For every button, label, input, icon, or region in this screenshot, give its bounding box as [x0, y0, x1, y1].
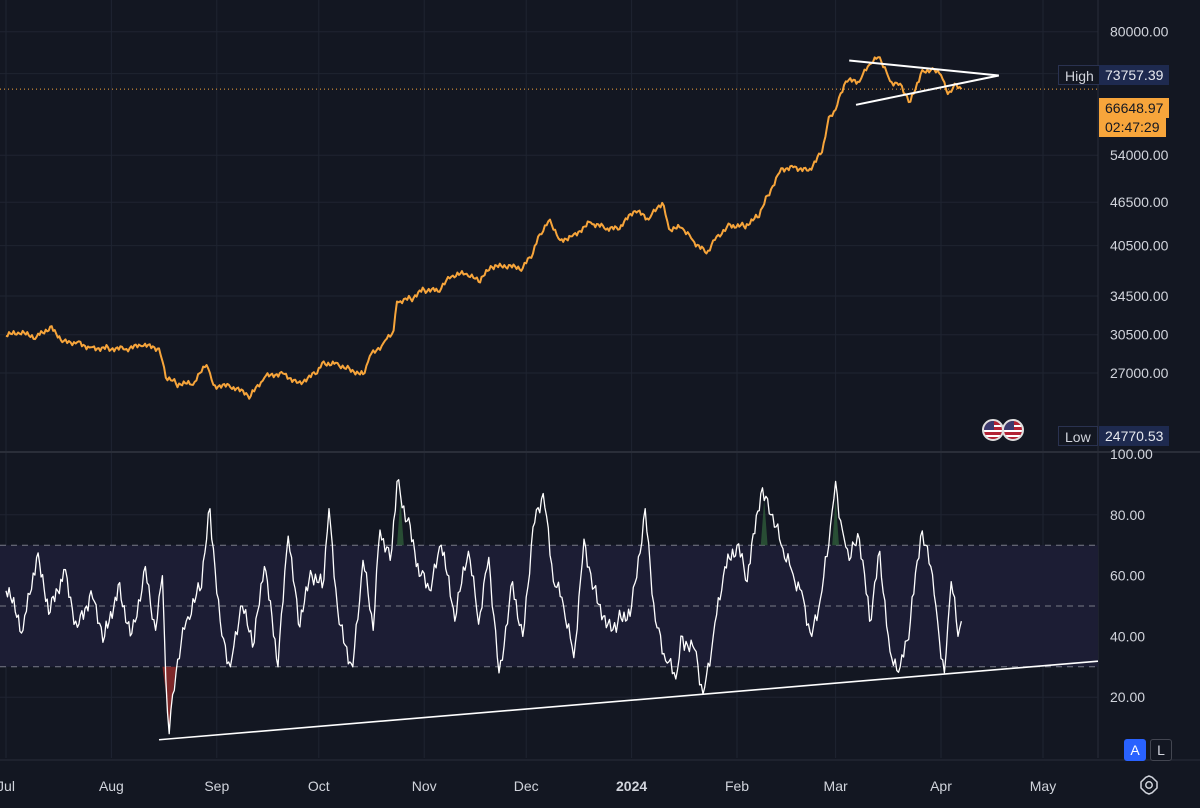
price-tick-label: 40500.00: [1110, 238, 1169, 254]
time-axis[interactable]: Jul Aug Sep Oct Nov Dec 2024 Feb Mar Apr May: [0, 778, 1056, 794]
rsi-trendline[interactable]: [158, 660, 1099, 741]
time-tick-label: Oct: [308, 778, 330, 794]
rsi-tick-label: 40.00: [1110, 628, 1145, 644]
countdown-value: 02:47:29: [1099, 117, 1166, 137]
price-tick-label: 30500.00: [1110, 327, 1169, 343]
high-label: High: [1058, 65, 1101, 85]
price-tick-label: 34500.00: [1110, 288, 1169, 304]
time-tick-label: Sep: [204, 778, 229, 794]
time-tick-label: Jul: [0, 778, 15, 794]
rsi-axis[interactable]: 100.00 80.00 60.00 40.00 20.00: [1110, 446, 1153, 705]
price-tick-label: 46500.00: [1110, 194, 1169, 210]
log-scale-button[interactable]: L: [1150, 739, 1172, 761]
auto-scale-button[interactable]: A: [1124, 739, 1146, 761]
overbought-fill: [760, 499, 768, 546]
rsi-tick-label: 60.00: [1110, 568, 1145, 584]
high-value: 73757.39: [1099, 65, 1170, 85]
price-trendline[interactable]: [855, 74, 1000, 106]
gear-icon[interactable]: [1138, 774, 1160, 796]
time-tick-label: Dec: [514, 778, 539, 794]
trendlines: [158, 59, 1099, 741]
time-tick-label: Aug: [99, 778, 124, 794]
price-trendline[interactable]: [849, 59, 999, 77]
time-tick-label: Apr: [930, 778, 952, 794]
overbought-fill: [832, 499, 839, 546]
time-tick-label: Nov: [412, 778, 437, 794]
rsi-tick-label: 100.00: [1110, 446, 1153, 462]
rsi-band-area: [0, 544, 1098, 668]
price-tick-label: 54000.00: [1110, 147, 1169, 163]
rsi-tick-label: 20.00: [1110, 689, 1145, 705]
price-series: [0, 56, 1098, 400]
price-tick-label: 27000.00: [1110, 365, 1169, 381]
price-tick-label: 80000.00: [1110, 24, 1169, 40]
time-tick-label: May: [1030, 778, 1056, 794]
time-tick-label: 2024: [616, 778, 647, 794]
rsi-series: [5, 479, 963, 735]
rsi-line: [5, 479, 963, 735]
us-flag-icon[interactable]: [1002, 419, 1024, 441]
overbought-fill: [397, 499, 404, 546]
time-tick-label: Feb: [725, 778, 749, 794]
price-line: [5, 56, 963, 400]
time-tick-label: Mar: [824, 778, 848, 794]
rsi-tick-label: 80.00: [1110, 507, 1145, 523]
last-price-value: 66648.97: [1099, 98, 1170, 118]
low-value: 24770.53: [1099, 426, 1170, 446]
oversold-fill: [162, 666, 176, 734]
us-flag-icon[interactable]: [982, 419, 1004, 441]
low-label: Low: [1058, 426, 1098, 446]
